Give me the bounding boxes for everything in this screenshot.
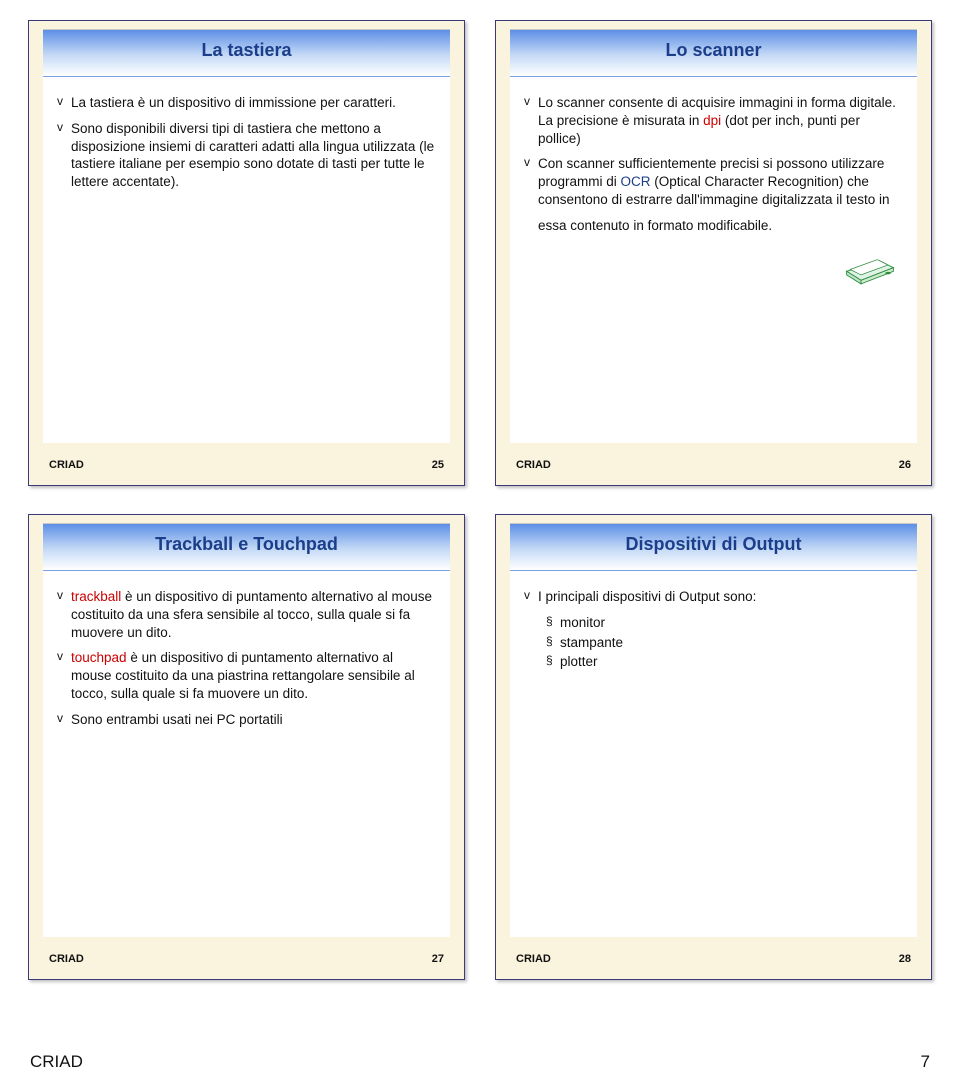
- slide-inner: Dispositivi di Output I principali dispo…: [510, 523, 917, 937]
- slide-footer-left: CRIAD: [49, 459, 84, 471]
- slide: Trackball e Touchpad trackball è un disp…: [28, 514, 465, 980]
- highlight-term: touchpad: [71, 650, 127, 665]
- list-subitem: monitor: [546, 614, 903, 632]
- slide-footer: CRIAD 27: [43, 945, 450, 965]
- highlight-term: OCR: [621, 174, 651, 189]
- list-subitem: plotter: [546, 653, 903, 671]
- list-item-text: La tastiera è un dispositivo di immissio…: [71, 95, 396, 110]
- slide-title: Trackball e Touchpad: [43, 534, 450, 555]
- highlight-term: dpi: [703, 113, 721, 128]
- slide-body: La tastiera è un dispositivo di immissio…: [57, 94, 436, 435]
- slide-footer-left: CRIAD: [49, 953, 84, 965]
- list-subitem: stampante: [546, 634, 903, 652]
- slide-footer-left: CRIAD: [516, 953, 551, 965]
- list-item-text: Sono entrambi usati nei PC portatili: [71, 712, 283, 727]
- slide-header-rule: [510, 76, 917, 77]
- slide: Dispositivi di Output I principali dispo…: [495, 514, 932, 980]
- slide-footer: CRIAD 25: [43, 451, 450, 471]
- list-item: Sono disponibili diversi tipi di tastier…: [57, 120, 436, 191]
- slide-title: Dispositivi di Output: [510, 534, 917, 555]
- slide-body: Lo scanner consente di acquisire immagin…: [524, 94, 903, 435]
- list-item: Sono entrambi usati nei PC portatili: [57, 711, 436, 729]
- slide-title: Lo scanner: [510, 40, 917, 61]
- list-item: La tastiera è un dispositivo di immissio…: [57, 94, 436, 112]
- slide-header-rule: [43, 76, 450, 77]
- slide-footer-right: 28: [899, 953, 911, 965]
- list-item-continuation: essa contenuto in formato modificabile.: [524, 217, 903, 235]
- slide-footer: CRIAD 28: [510, 945, 917, 965]
- slide-inner: La tastiera La tastiera è un dispositivo…: [43, 29, 450, 443]
- page-footer-right: 7: [921, 1052, 930, 1072]
- scanner-icon: [843, 244, 897, 286]
- list-item: Lo scanner consente di acquisire immagin…: [524, 94, 903, 147]
- slide-title: La tastiera: [43, 40, 450, 61]
- list-item: touchpad è un dispositivo di puntamento …: [57, 649, 436, 702]
- page-footer-left: CRIAD: [30, 1052, 83, 1072]
- slide-footer-left: CRIAD: [516, 459, 551, 471]
- list-item: Con scanner sufficientemente precisi si …: [524, 155, 903, 208]
- slide-body: trackball è un dispositivo di puntamento…: [57, 588, 436, 929]
- highlight-term: trackball: [71, 589, 121, 604]
- slide-body: I principali dispositivi di Output sono:…: [524, 588, 903, 929]
- slide-header-rule: [510, 570, 917, 571]
- slide-footer-right: 25: [432, 459, 444, 471]
- slide-header-rule: [43, 570, 450, 571]
- list-item-text: è un dispositivo di puntamento alternati…: [71, 589, 432, 640]
- slide-frame: La tastiera La tastiera è un dispositivo…: [28, 20, 465, 486]
- slide: La tastiera La tastiera è un dispositivo…: [28, 20, 465, 486]
- slide-frame: Dispositivi di Output I principali dispo…: [495, 514, 932, 980]
- list-item: trackball è un dispositivo di puntamento…: [57, 588, 436, 641]
- slide-inner: Lo scanner Lo scanner consente di acquis…: [510, 29, 917, 443]
- slide-inner: Trackball e Touchpad trackball è un disp…: [43, 523, 450, 937]
- slide-frame: Trackball e Touchpad trackball è un disp…: [28, 514, 465, 980]
- slide-footer: CRIAD 26: [510, 451, 917, 471]
- list-item-text: I principali dispositivi di Output sono:: [538, 589, 756, 604]
- slide-footer-right: 26: [899, 459, 911, 471]
- list-item: I principali dispositivi di Output sono:: [524, 588, 903, 606]
- slide-footer-right: 27: [432, 953, 444, 965]
- list-item-text: Sono disponibili diversi tipi di tastier…: [71, 121, 434, 189]
- slide-frame: Lo scanner Lo scanner consente di acquis…: [495, 20, 932, 486]
- slide: Lo scanner Lo scanner consente di acquis…: [495, 20, 932, 486]
